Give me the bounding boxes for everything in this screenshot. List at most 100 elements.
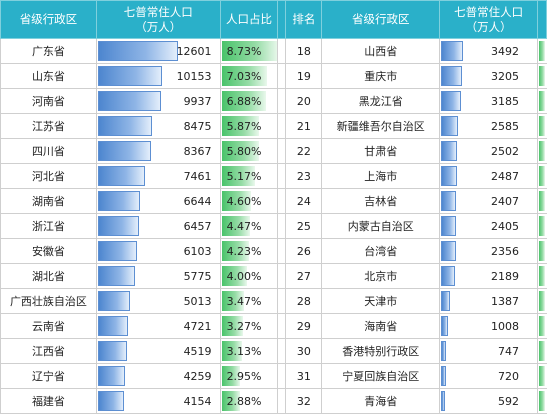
percent-cell[interactable]: 3.27%	[219, 313, 279, 339]
percent-cell[interactable]: 3.13%	[219, 338, 279, 364]
province-cell[interactable]: 辽宁省	[0, 363, 97, 389]
province-cell-2[interactable]: 内蒙古自治区	[321, 213, 441, 239]
rank-cell[interactable]: 21	[285, 113, 323, 139]
rank-cell[interactable]: 30	[285, 338, 323, 364]
rank-cell[interactable]: 32	[285, 388, 323, 414]
population-cell-2[interactable]: 3185	[439, 88, 538, 114]
population-cell-2[interactable]: 3492	[439, 38, 538, 64]
rank-cell[interactable]: 26	[285, 238, 323, 264]
rank-cell[interactable]: 23	[285, 163, 323, 189]
province-cell-2[interactable]: 山西省	[321, 38, 441, 64]
province-cell-2[interactable]: 青海省	[321, 388, 441, 414]
population-value: 747	[498, 344, 519, 358]
percent-cell[interactable]: 4.47%	[219, 213, 279, 239]
header-province[interactable]: 省级行政区	[0, 0, 97, 39]
population-cell-2[interactable]: 2487	[439, 163, 538, 189]
population-cell[interactable]: 8367	[95, 138, 221, 164]
population-cell-2[interactable]: 2407	[439, 188, 538, 214]
population-cell[interactable]: 6644	[95, 188, 221, 214]
percent-cell[interactable]: 2.88%	[219, 388, 279, 414]
percent-cell[interactable]: 4.23%	[219, 238, 279, 264]
province-cell-2[interactable]: 北京市	[321, 263, 441, 289]
population-cell-2[interactable]: 592	[439, 388, 538, 414]
province-cell[interactable]: 山东省	[0, 63, 97, 89]
population-cell[interactable]: 4259	[95, 363, 221, 389]
rank-cell[interactable]: 25	[285, 213, 323, 239]
population-cell[interactable]: 6457	[95, 213, 221, 239]
province-cell[interactable]: 湖南省	[0, 188, 97, 214]
rank-cell[interactable]: 28	[285, 288, 323, 314]
province-cell-2[interactable]: 天津市	[321, 288, 441, 314]
province-cell[interactable]: 广西壮族自治区	[0, 288, 97, 314]
header-percent[interactable]: 人口占比	[219, 0, 279, 39]
population-cell[interactable]: 6103	[95, 238, 221, 264]
province-cell[interactable]: 云南省	[0, 313, 97, 339]
percent-cell[interactable]: 7.03%	[219, 63, 279, 89]
rank-cell[interactable]: 27	[285, 263, 323, 289]
rank-cell[interactable]: 19	[285, 63, 323, 89]
population-cell-2[interactable]: 2502	[439, 138, 538, 164]
percent-cell[interactable]: 2.95%	[219, 363, 279, 389]
percent-cell[interactable]: 6.88%	[219, 88, 279, 114]
province-cell[interactable]: 安徽省	[0, 238, 97, 264]
population-cell[interactable]: 4154	[95, 388, 221, 414]
rank-cell[interactable]: 29	[285, 313, 323, 339]
province-cell-2[interactable]: 新疆维吾尔自治区	[321, 113, 441, 139]
population-cell-2[interactable]: 1008	[439, 313, 538, 339]
province-cell-2[interactable]: 黑龙江省	[321, 88, 441, 114]
population-cell[interactable]: 10153	[95, 63, 221, 89]
province-cell-2[interactable]: 香港特别行政区	[321, 338, 441, 364]
rank-cell[interactable]: 18	[285, 38, 323, 64]
population-cell-2[interactable]: 2585	[439, 113, 538, 139]
population-cell[interactable]: 5775	[95, 263, 221, 289]
province-cell-2[interactable]: 重庆市	[321, 63, 441, 89]
province-cell[interactable]: 福建省	[0, 388, 97, 414]
province-cell[interactable]: 江西省	[0, 338, 97, 364]
province-cell[interactable]: 广东省	[0, 38, 97, 64]
rank-cell[interactable]: 20	[285, 88, 323, 114]
province-cell-2[interactable]: 台湾省	[321, 238, 441, 264]
percent-cell[interactable]: 4.60%	[219, 188, 279, 214]
population-cell-2[interactable]: 720	[439, 363, 538, 389]
population-cell-2[interactable]: 2189	[439, 263, 538, 289]
province-cell-2[interactable]: 宁夏回族自治区	[321, 363, 441, 389]
percent-cell-2-partial	[537, 313, 547, 339]
province-cell[interactable]: 河北省	[0, 163, 97, 189]
population-cell[interactable]: 7461	[95, 163, 221, 189]
population-cell[interactable]: 4721	[95, 313, 221, 339]
header-rank[interactable]: 排名	[285, 0, 323, 39]
percent-cell[interactable]: 8.73%	[219, 38, 279, 64]
province-cell[interactable]: 四川省	[0, 138, 97, 164]
header-population[interactable]: 七普常住人口 （万人）	[95, 0, 221, 39]
rank-cell[interactable]: 31	[285, 363, 323, 389]
population-cell[interactable]: 4519	[95, 338, 221, 364]
province-cell-2[interactable]: 海南省	[321, 313, 441, 339]
province-cell-2[interactable]: 甘肃省	[321, 138, 441, 164]
header-province-2[interactable]: 省级行政区	[321, 0, 441, 39]
percent-value: 6.88%	[226, 94, 262, 108]
province-cell[interactable]: 浙江省	[0, 213, 97, 239]
population-cell-2[interactable]: 747	[439, 338, 538, 364]
province-cell-2[interactable]: 吉林省	[321, 188, 441, 214]
population-cell-2[interactable]: 3205	[439, 63, 538, 89]
rank-cell[interactable]: 24	[285, 188, 323, 214]
rank-cell[interactable]: 22	[285, 138, 323, 164]
province-cell[interactable]: 河南省	[0, 88, 97, 114]
percent-cell[interactable]: 3.47%	[219, 288, 279, 314]
population-cell[interactable]: 9937	[95, 88, 221, 114]
population-cell[interactable]: 5013	[95, 288, 221, 314]
percent-cell[interactable]: 5.87%	[219, 113, 279, 139]
population-data-bar	[441, 216, 457, 236]
population-cell-2[interactable]: 1387	[439, 288, 538, 314]
population-cell[interactable]: 12601	[95, 38, 221, 64]
population-cell-2[interactable]: 2405	[439, 213, 538, 239]
province-cell[interactable]: 湖北省	[0, 263, 97, 289]
percent-cell[interactable]: 5.80%	[219, 138, 279, 164]
percent-cell[interactable]: 5.17%	[219, 163, 279, 189]
population-cell[interactable]: 8475	[95, 113, 221, 139]
province-cell-2[interactable]: 上海市	[321, 163, 441, 189]
population-cell-2[interactable]: 2356	[439, 238, 538, 264]
province-cell[interactable]: 江苏省	[0, 113, 97, 139]
percent-cell[interactable]: 4.00%	[219, 263, 279, 289]
header-population-2[interactable]: 七普常住人口 （万人）	[439, 0, 538, 39]
